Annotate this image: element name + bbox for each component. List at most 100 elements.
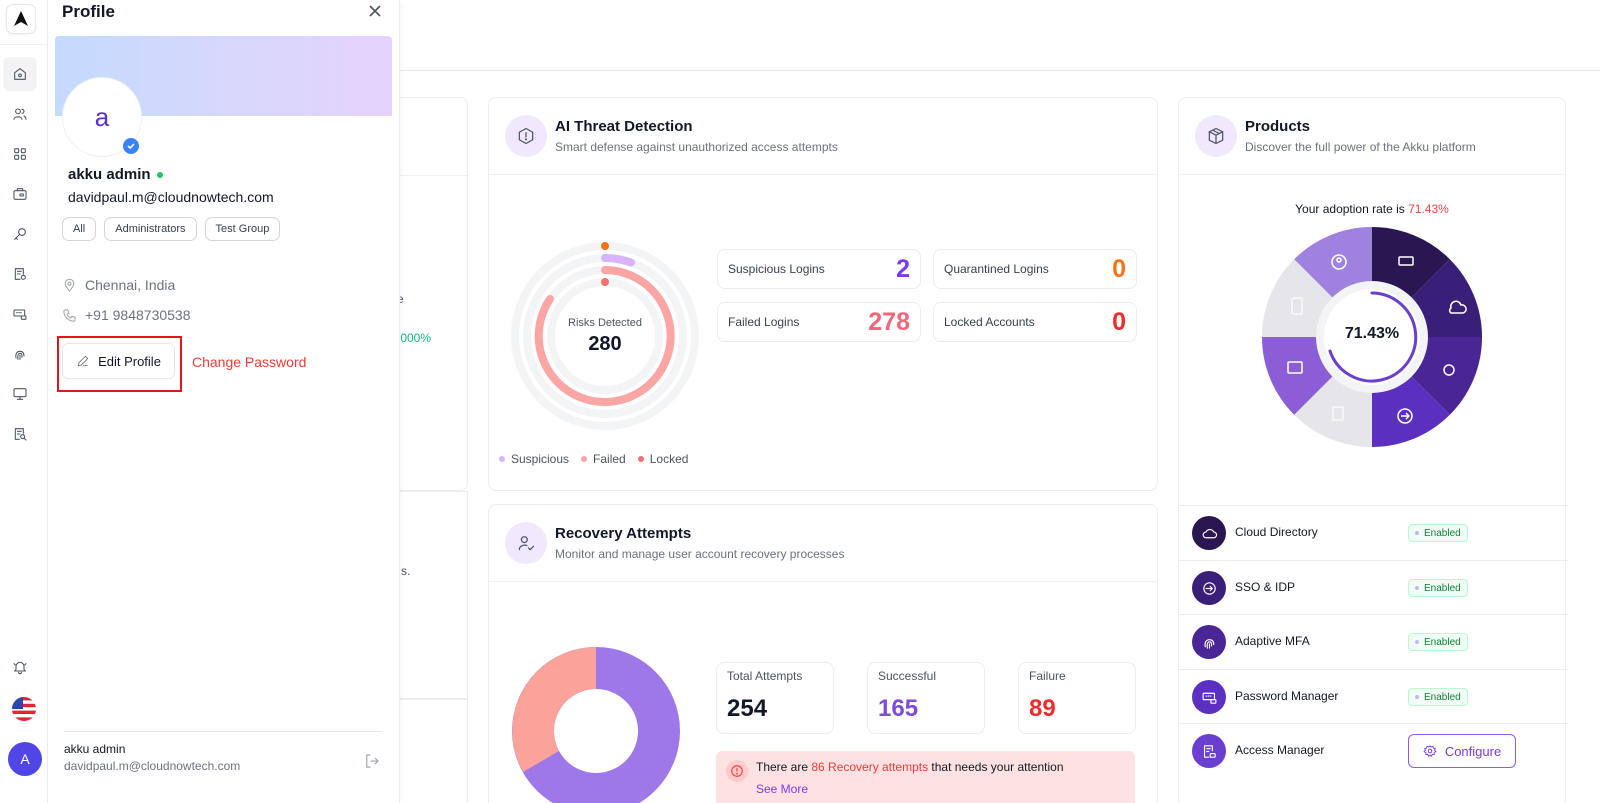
risk-legend: Suspicious Failed Locked — [499, 452, 688, 466]
card-header: AI Threat Detection Smart defense agains… — [489, 98, 1157, 175]
cloud-icon — [1192, 516, 1226, 550]
card-icon-badge — [505, 522, 547, 564]
product-row-cloud-directory[interactable]: Cloud Directory Enabled — [1178, 505, 1568, 559]
document-settings-icon — [14, 268, 26, 280]
key-icon — [14, 228, 26, 240]
sign-in-icon — [1192, 571, 1226, 605]
rail-item-policies[interactable] — [3, 257, 37, 291]
logout-icon — [366, 754, 379, 768]
status-badge: Enabled — [1408, 688, 1468, 706]
verified-check-icon — [121, 136, 141, 156]
card-header: Recovery Attempts Monitor and manage use… — [489, 505, 1157, 582]
recovery-donut-chart — [512, 647, 680, 803]
close-icon — [369, 5, 381, 17]
footer-user-email: davidpaul.m@cloudnowtech.com — [64, 759, 241, 773]
card-title: Recovery Attempts — [555, 525, 692, 542]
profile-email: davidpaul.m@cloudnowtech.com — [68, 189, 274, 205]
card-icon-badge — [1195, 115, 1237, 157]
rail-item-devices[interactable] — [3, 377, 37, 411]
stat-total-attempts[interactable]: Total Attempts 254 — [716, 662, 834, 734]
package-icon — [1208, 127, 1224, 145]
highlight-annotation — [57, 336, 182, 392]
access-manager-icon — [1192, 734, 1226, 768]
card-header: Products Discover the full power of the … — [1179, 98, 1565, 175]
header-divider — [400, 70, 1600, 71]
alert-circle-icon — [726, 760, 748, 782]
pencil-icon — [77, 355, 89, 367]
divider — [0, 44, 48, 45]
logout-button[interactable] — [363, 752, 381, 775]
product-row-adaptive-mfa[interactable]: Adaptive MFA Enabled — [1178, 614, 1568, 668]
group-chip-all[interactable]: All — [62, 217, 97, 241]
legend-failed: Failed — [581, 452, 626, 466]
users-icon — [13, 108, 27, 120]
rail-item-notifications[interactable] — [3, 650, 37, 684]
divider — [64, 731, 382, 732]
document-search-icon — [14, 428, 27, 441]
threat-detection-card: AI Threat Detection Smart defense agains… — [488, 97, 1158, 491]
profile-name: akku admin — [68, 166, 163, 183]
logo-icon — [14, 11, 28, 26]
change-password-link[interactable]: Change Password — [192, 354, 307, 370]
close-button[interactable] — [368, 4, 384, 20]
akku-logo[interactable] — [6, 4, 36, 34]
rail-item-home[interactable] — [3, 57, 37, 91]
risk-center-label: Risks Detected — [568, 317, 642, 329]
obscured-text-2: s. — [401, 564, 411, 578]
profile-panel: Profile a akku admin davidpaul.m@cloudno… — [48, 0, 400, 803]
product-row-access-manager[interactable]: Access Manager Configure — [1178, 723, 1568, 777]
adoption-wheel-center: 71.43% — [1344, 325, 1400, 342]
recovery-alert: There are 86 Recovery attempts that need… — [716, 751, 1135, 803]
bell-icon — [13, 661, 27, 675]
rail-item-keys[interactable] — [3, 217, 37, 251]
profile-location: Chennai, India — [62, 277, 175, 293]
obscured-percentage: .000% — [397, 331, 432, 345]
gear-icon — [1423, 745, 1437, 757]
rail-item-password-manager[interactable] — [3, 297, 37, 331]
password-manager-icon — [1192, 680, 1226, 714]
fingerprint-icon — [15, 350, 25, 360]
card-icon-badge — [505, 115, 547, 157]
language-flag-us[interactable] — [12, 697, 36, 721]
adoption-rate-text: Your adoption rate is 71.43% — [1295, 202, 1449, 216]
user-check-icon — [518, 536, 535, 551]
rail-item-apps[interactable] — [3, 137, 37, 171]
stat-failed-logins[interactable]: Failed Logins 278 — [717, 302, 921, 342]
product-row-password-manager[interactable]: Password Manager Enabled — [1178, 669, 1568, 723]
us-flag-icon — [12, 697, 36, 721]
user-avatar-button[interactable]: A — [8, 742, 42, 776]
stat-locked-accounts[interactable]: Locked Accounts 0 — [933, 302, 1137, 342]
rail-item-reports[interactable] — [3, 417, 37, 451]
wallet-icon — [13, 188, 27, 200]
stat-suspicious-logins[interactable]: Suspicious Logins 2 — [717, 249, 921, 289]
product-row-sso-idp[interactable]: SSO & IDP Enabled — [1178, 560, 1568, 614]
card-title: Products — [1245, 118, 1311, 135]
configure-button[interactable]: Configure — [1408, 734, 1516, 768]
status-badge: Enabled — [1408, 524, 1468, 542]
rail-item-wallet[interactable] — [3, 177, 37, 211]
grid-icon — [14, 148, 26, 160]
see-more-link[interactable]: See More — [756, 782, 809, 796]
online-status-dot — [156, 171, 163, 178]
edit-profile-button[interactable]: Edit Profile — [62, 343, 175, 379]
group-chip-administrators[interactable]: Administrators — [104, 217, 197, 241]
stat-failure[interactable]: Failure 89 — [1018, 662, 1136, 734]
rail-item-users[interactable] — [3, 97, 37, 131]
stat-successful[interactable]: Successful 165 — [867, 662, 985, 734]
rail-item-mfa[interactable] — [3, 337, 37, 371]
password-manager-icon — [13, 309, 27, 320]
legend-suspicious: Suspicious — [499, 452, 569, 466]
group-chip-test-group[interactable]: Test Group — [204, 217, 281, 241]
status-badge: Enabled — [1408, 579, 1468, 597]
card-subtitle: Smart defense against unauthorized acces… — [555, 140, 838, 154]
panel-title: Profile — [62, 2, 115, 21]
monitor-icon — [13, 388, 27, 400]
risk-center-value: 280 — [588, 333, 622, 355]
stat-quarantined-logins[interactable]: Quarantined Logins 0 — [933, 249, 1137, 289]
map-pin-icon — [64, 278, 75, 292]
legend-locked: Locked — [637, 452, 688, 466]
risk-radial-chart — [511, 242, 699, 430]
alert-message: There are 86 Recovery attempts that need… — [756, 760, 1064, 774]
card-subtitle: Discover the full power of the Akku plat… — [1245, 140, 1476, 154]
card-title: AI Threat Detection — [555, 118, 693, 135]
